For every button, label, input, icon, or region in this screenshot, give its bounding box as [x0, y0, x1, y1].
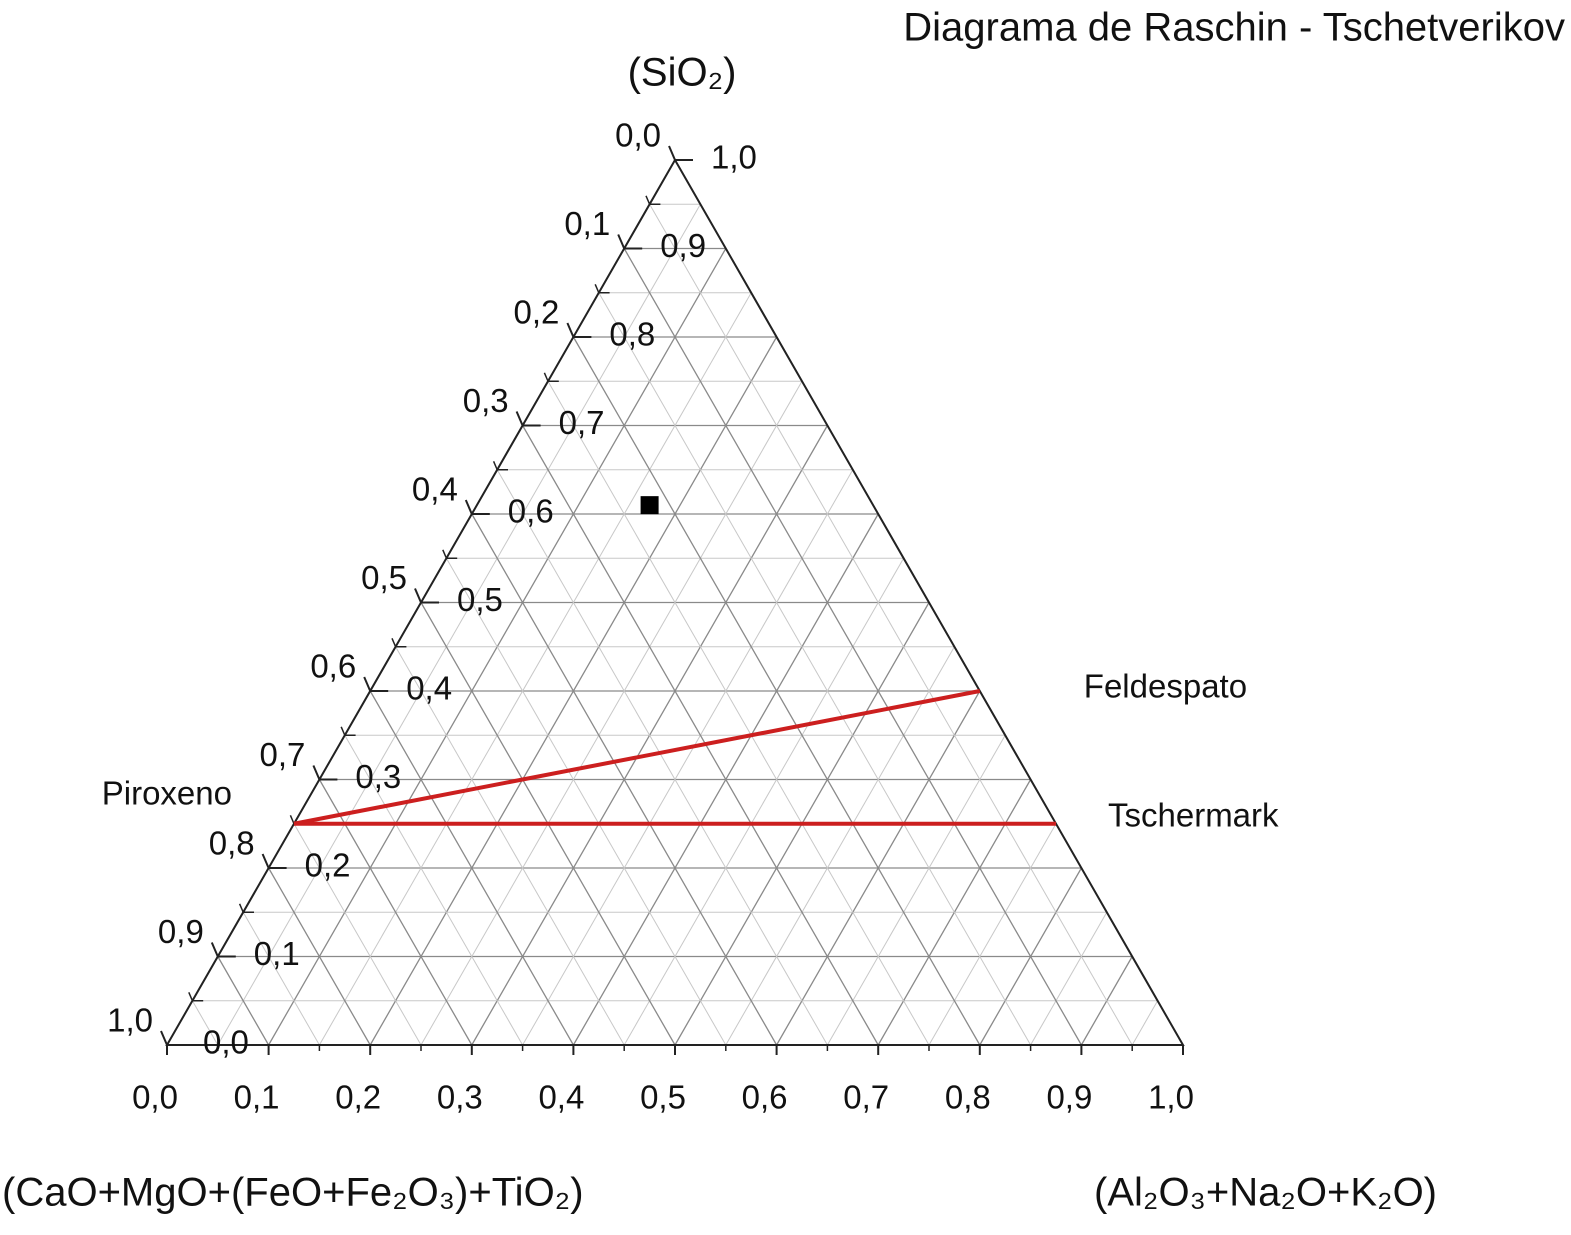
minor-grid-line	[725, 646, 955, 1046]
minor-grid-line	[522, 469, 854, 1046]
minor-grid-line	[395, 646, 625, 1046]
left-tick-label: 0,5	[361, 559, 407, 596]
right-tick-label: 1,0	[711, 139, 757, 176]
join-line	[293, 689, 981, 826]
minor-tick-mark	[238, 903, 244, 913]
minor-grid-line	[242, 912, 320, 1046]
tick-mark	[668, 145, 676, 161]
left-corner-label: (CaO+MgO+(FeO+Fe₂O₃)+TiO₂)	[2, 1171, 584, 1215]
right-corner-label: (Al₂O₃+Na₂O+K₂O)	[1094, 1171, 1437, 1215]
tick-mark	[261, 853, 270, 869]
tick-mark	[363, 676, 372, 692]
minor-grid-line	[649, 204, 1133, 1046]
left-tick-label: 0,9	[158, 913, 204, 950]
minor-grid-line	[1030, 912, 1108, 1046]
top-corner-label: (SiO₂)	[628, 51, 737, 95]
minor-grid-line	[623, 558, 905, 1046]
minor-grid-line	[826, 735, 1006, 1046]
right-tick-label: 0,1	[254, 935, 300, 972]
grid-line	[217, 956, 270, 1046]
minor-tick-mark	[543, 372, 549, 382]
minor-tick-mark	[188, 992, 194, 1002]
sample-point	[640, 496, 659, 515]
minor-grid-line	[928, 823, 1057, 1046]
grid-line	[369, 690, 574, 1046]
minor-tick-mark	[492, 461, 498, 471]
bottom-tick-label: 0,3	[437, 1079, 483, 1116]
tick-mark	[210, 942, 219, 957]
right-tick-label: 0,2	[305, 847, 351, 884]
right-tick-label: 0,3	[355, 758, 401, 795]
left-tick-label: 0,0	[615, 117, 661, 154]
minor-grid-line	[318, 292, 752, 1046]
tick-mark	[312, 765, 321, 780]
left-tick-label: 1,0	[107, 1002, 153, 1039]
grid-line	[522, 425, 879, 1046]
right-tick-label: 0,0	[203, 1024, 249, 1061]
bottom-tick-label: 0,7	[843, 1079, 889, 1116]
minor-grid-line	[191, 1000, 219, 1046]
minor-grid-line	[344, 735, 524, 1046]
bottom-tick-label: 0,6	[742, 1079, 788, 1116]
bottom-tick-label: 0,9	[1046, 1079, 1092, 1116]
right-tick-label: 0,5	[457, 581, 503, 618]
minor-grid-line	[217, 204, 701, 1046]
bottom-tick-label: 1,0	[1148, 1079, 1194, 1116]
minor-grid-line	[293, 823, 422, 1046]
tick-mark	[464, 499, 473, 515]
left-tick-label: 0,7	[260, 736, 306, 773]
minor-grid-line	[445, 558, 727, 1046]
grid-line	[268, 867, 371, 1046]
grid-line	[471, 513, 778, 1046]
minor-tick-mark	[391, 638, 397, 648]
end-member-label: Feldespato	[1084, 668, 1247, 705]
left-tick-label: 0,1	[564, 205, 610, 242]
left-tick-label: 0,2	[514, 294, 560, 331]
end-member-label: Piroxeno	[102, 774, 232, 811]
right-tick-label: 0,8	[609, 316, 655, 353]
end-member-label: Tschermark	[1108, 796, 1279, 833]
tick-mark	[617, 234, 626, 249]
minor-tick-mark	[442, 549, 448, 559]
tick-mark	[160, 1030, 168, 1046]
left-tick-label: 0,4	[412, 471, 458, 508]
tick-mark	[414, 588, 422, 603]
minor-tick-mark	[340, 726, 346, 736]
minor-grid-line	[420, 381, 803, 1046]
minor-tick-mark	[594, 284, 600, 294]
minor-grid-line	[598, 292, 1032, 1046]
bottom-tick-label: 0,4	[538, 1079, 584, 1116]
minor-grid-line	[547, 381, 930, 1046]
tick-mark	[515, 411, 524, 426]
bottom-tick-label: 0,2	[335, 1079, 381, 1116]
grid-line	[572, 336, 981, 1046]
minor-grid-line	[496, 469, 828, 1046]
right-tick-label: 0,9	[660, 227, 706, 264]
bottom-tick-label: 0,5	[640, 1079, 686, 1116]
chart-title: Diagrama de Raschin - Tschetverikov	[903, 6, 1565, 50]
minor-grid-line	[1131, 1000, 1159, 1046]
right-tick-label: 0,7	[559, 404, 605, 441]
left-tick-label: 0,8	[209, 825, 255, 862]
bottom-tick-label: 0,8	[945, 1079, 991, 1116]
left-tick-label: 0,3	[463, 382, 509, 419]
minor-tick-mark	[645, 195, 651, 205]
tick-mark	[566, 322, 575, 338]
grid-line	[623, 248, 1082, 1046]
bottom-tick-label: 0,0	[132, 1079, 178, 1116]
left-tick-label: 0,6	[310, 648, 356, 685]
right-tick-label: 0,6	[508, 493, 554, 530]
minor-tick-mark	[289, 815, 295, 825]
bottom-tick-label: 0,1	[234, 1079, 280, 1116]
right-tick-label: 0,4	[406, 670, 452, 707]
